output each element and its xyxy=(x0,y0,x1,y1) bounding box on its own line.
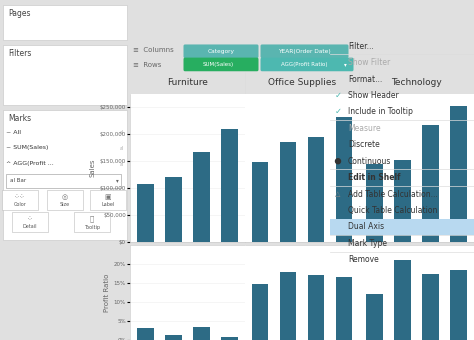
Bar xyxy=(308,137,324,242)
Bar xyxy=(137,328,154,340)
Bar xyxy=(366,164,383,242)
Bar xyxy=(193,327,210,340)
Bar xyxy=(308,275,324,340)
Text: Edit in Shelf: Edit in Shelf xyxy=(348,173,401,182)
Text: ⁘⁘: ⁘⁘ xyxy=(14,194,26,200)
Bar xyxy=(330,219,474,235)
Text: ▾: ▾ xyxy=(116,178,119,184)
Bar xyxy=(165,177,182,242)
Y-axis label: Sales: Sales xyxy=(90,159,95,177)
Text: AGG(Profit Ratio): AGG(Profit Ratio) xyxy=(281,62,327,67)
Bar xyxy=(280,142,296,242)
Bar xyxy=(221,337,237,340)
Text: ⁘: ⁘ xyxy=(27,216,33,222)
Text: Filter...: Filter... xyxy=(348,42,374,51)
Text: Size: Size xyxy=(60,203,70,207)
Bar xyxy=(3,110,127,240)
Text: Pages: Pages xyxy=(8,9,30,18)
Text: Dual Axis: Dual Axis xyxy=(348,222,384,232)
Text: Technology: Technology xyxy=(392,79,442,87)
Bar xyxy=(336,117,352,242)
Text: ▣: ▣ xyxy=(105,194,111,200)
Text: ◎: ◎ xyxy=(62,194,68,200)
Text: Color: Color xyxy=(14,203,27,207)
Bar xyxy=(47,190,83,210)
Bar xyxy=(252,162,268,242)
Text: ~ SUM(Sales): ~ SUM(Sales) xyxy=(6,146,48,151)
Text: 💬: 💬 xyxy=(90,216,94,222)
Bar xyxy=(422,273,439,340)
Text: Tooltip: Tooltip xyxy=(84,224,100,230)
Bar xyxy=(90,190,126,210)
Text: Include in Tooltip: Include in Tooltip xyxy=(348,107,413,116)
Text: △: △ xyxy=(335,191,341,197)
Y-axis label: Profit Ratio: Profit Ratio xyxy=(103,273,109,312)
Text: Show Filter: Show Filter xyxy=(348,58,390,67)
Bar xyxy=(450,106,467,242)
Bar xyxy=(6,174,121,188)
Text: Category: Category xyxy=(208,49,235,54)
Text: Mark Type: Mark Type xyxy=(348,239,387,248)
Text: Format...: Format... xyxy=(348,74,382,84)
Text: Show Header: Show Header xyxy=(348,91,399,100)
Text: ✓: ✓ xyxy=(335,91,341,100)
Text: al Bar: al Bar xyxy=(10,178,26,184)
Bar xyxy=(74,212,110,232)
Bar xyxy=(450,270,467,340)
Text: YEAR(Order Date): YEAR(Order Date) xyxy=(278,49,331,54)
Bar xyxy=(3,5,127,40)
Bar xyxy=(137,184,154,242)
Text: Add Table Calculation...: Add Table Calculation... xyxy=(348,190,438,199)
Text: SUM(Sales): SUM(Sales) xyxy=(202,62,234,67)
FancyBboxPatch shape xyxy=(261,57,354,71)
Text: ^ AGG(Profit ...: ^ AGG(Profit ... xyxy=(6,162,54,167)
Text: al: al xyxy=(119,146,124,151)
Bar xyxy=(3,45,127,105)
Bar xyxy=(394,260,411,340)
Text: Measure: Measure xyxy=(348,124,381,133)
Text: ~ All: ~ All xyxy=(6,130,21,135)
Bar xyxy=(221,129,237,242)
Bar xyxy=(336,277,352,340)
Text: Quick Table Calculation: Quick Table Calculation xyxy=(348,206,438,215)
Bar xyxy=(252,284,268,340)
Bar xyxy=(2,190,38,210)
Text: al: al xyxy=(119,130,124,135)
Text: Office Supplies: Office Supplies xyxy=(268,79,336,87)
Circle shape xyxy=(336,159,340,164)
FancyBboxPatch shape xyxy=(183,45,258,58)
Bar xyxy=(280,272,296,340)
Text: Marks: Marks xyxy=(8,114,31,123)
Bar xyxy=(366,294,383,340)
FancyBboxPatch shape xyxy=(261,45,348,58)
Text: Remove: Remove xyxy=(348,255,379,264)
Text: Discrete: Discrete xyxy=(348,140,380,149)
FancyBboxPatch shape xyxy=(183,57,258,71)
Text: ✓: ✓ xyxy=(335,107,341,116)
Bar xyxy=(422,125,439,242)
Text: Filters: Filters xyxy=(8,49,31,58)
Bar xyxy=(165,336,182,340)
Text: Label: Label xyxy=(101,203,115,207)
Text: ▾: ▾ xyxy=(344,62,347,67)
Text: Furniture: Furniture xyxy=(167,79,208,87)
Bar xyxy=(193,152,210,242)
Text: al: al xyxy=(119,162,124,167)
Text: Continuous: Continuous xyxy=(348,157,392,166)
Text: ≡  Columns: ≡ Columns xyxy=(133,47,174,53)
Bar xyxy=(12,212,48,232)
Text: Detail: Detail xyxy=(23,224,37,230)
Bar xyxy=(394,160,411,242)
Text: ≡  Rows: ≡ Rows xyxy=(133,62,161,68)
